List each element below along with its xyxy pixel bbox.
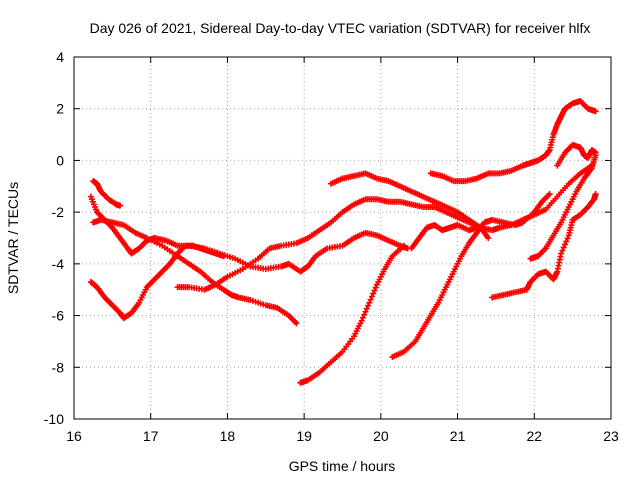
data-point — [564, 235, 571, 242]
y-tick-label: 0 — [56, 152, 64, 168]
ticks: 16 17 18 19 20 21 22 23 -10 -8 -6 -4 -2 0 2 4 — [44, 49, 619, 444]
data-point — [563, 238, 570, 245]
data-point — [400, 242, 407, 249]
data-point — [361, 311, 368, 318]
series-track-11 — [527, 152, 599, 262]
data-point — [372, 284, 379, 291]
data-point — [358, 317, 365, 324]
chart-title: Day 026 of 2021, Sidereal Day-to-day VTE… — [90, 20, 591, 36]
data-point — [371, 287, 378, 294]
x-tick-label: 23 — [603, 428, 619, 444]
data-point — [365, 302, 372, 309]
y-tick-label: 2 — [56, 101, 64, 117]
x-tick-label: 16 — [66, 428, 82, 444]
x-tick-label: 20 — [373, 428, 389, 444]
data-point — [559, 247, 566, 254]
data-point — [592, 149, 599, 156]
y-tick-label: -8 — [52, 359, 65, 375]
data-point — [592, 191, 599, 198]
x-tick-label: 18 — [220, 428, 236, 444]
data-point — [558, 250, 565, 257]
x-tick-label: 21 — [450, 428, 466, 444]
data-point — [368, 293, 375, 300]
x-tick-label: 22 — [526, 428, 542, 444]
data-point — [370, 290, 377, 297]
y-tick-label: 4 — [56, 49, 64, 65]
data-point — [485, 235, 492, 241]
y-axis-label: SDTVAR / TECUs — [5, 182, 21, 294]
x-axis-label: GPS time / hours — [289, 458, 396, 474]
data-point — [546, 191, 553, 198]
y-tick-label: -4 — [52, 256, 65, 272]
data-point — [220, 253, 227, 260]
y-tick-label: -2 — [52, 204, 65, 220]
data-point — [592, 108, 599, 115]
y-tick-label: -10 — [44, 411, 64, 427]
x-tick-label: 17 — [143, 428, 159, 444]
data-point — [366, 299, 373, 306]
data-point — [362, 308, 369, 315]
x-tick-label: 19 — [296, 428, 312, 444]
series-track-9 — [408, 222, 480, 252]
series-track-13 — [554, 141, 599, 169]
data-point — [359, 314, 366, 321]
series-track-8 — [389, 191, 553, 360]
series-track-10 — [427, 97, 599, 185]
data-point — [293, 320, 300, 327]
data-point — [367, 296, 374, 303]
series-track-6 — [327, 170, 492, 241]
series-track-7 — [297, 242, 407, 386]
plot-frame — [73, 56, 612, 420]
data-point — [561, 241, 568, 248]
series-layer — [87, 97, 599, 386]
series-track-3 — [87, 242, 227, 322]
data-point — [363, 305, 370, 312]
series-track-4 — [90, 178, 124, 209]
series-track-12 — [489, 191, 599, 301]
data-point — [473, 224, 480, 231]
data-point — [560, 244, 567, 251]
y-tick-label: -6 — [52, 308, 65, 324]
data-point — [117, 202, 124, 209]
